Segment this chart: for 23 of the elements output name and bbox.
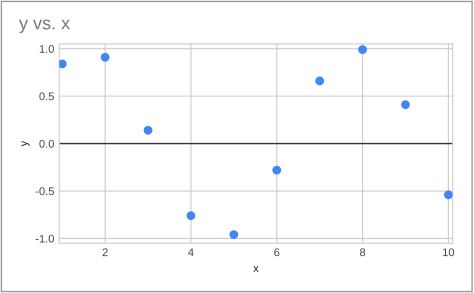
x-tick-label: 6 <box>274 248 280 256</box>
x-axis-title: x <box>253 266 259 272</box>
point <box>358 45 367 54</box>
x-tick-label: 2 <box>102 248 108 256</box>
y-tick-label: 0.5 <box>39 92 54 100</box>
point <box>444 190 453 200</box>
point <box>59 59 67 68</box>
y-axis-title: y <box>22 140 30 146</box>
point <box>100 52 110 62</box>
point <box>229 230 238 240</box>
x-tick-label: 4 <box>188 248 194 256</box>
point <box>144 126 152 135</box>
x-tick-label: 8 <box>360 248 366 256</box>
point <box>315 76 324 86</box>
point <box>272 166 282 175</box>
point <box>401 100 410 110</box>
chart-title: y vs. x <box>19 20 70 34</box>
point <box>186 211 196 220</box>
y-tick-label: 0.0 <box>39 140 54 148</box>
y-tick-label: -0.5 <box>36 187 54 196</box>
y-tick-label: -1.0 <box>36 234 54 243</box>
y-tick-label: 1.0 <box>40 44 54 53</box>
x-tick-label: 10 <box>443 248 454 256</box>
